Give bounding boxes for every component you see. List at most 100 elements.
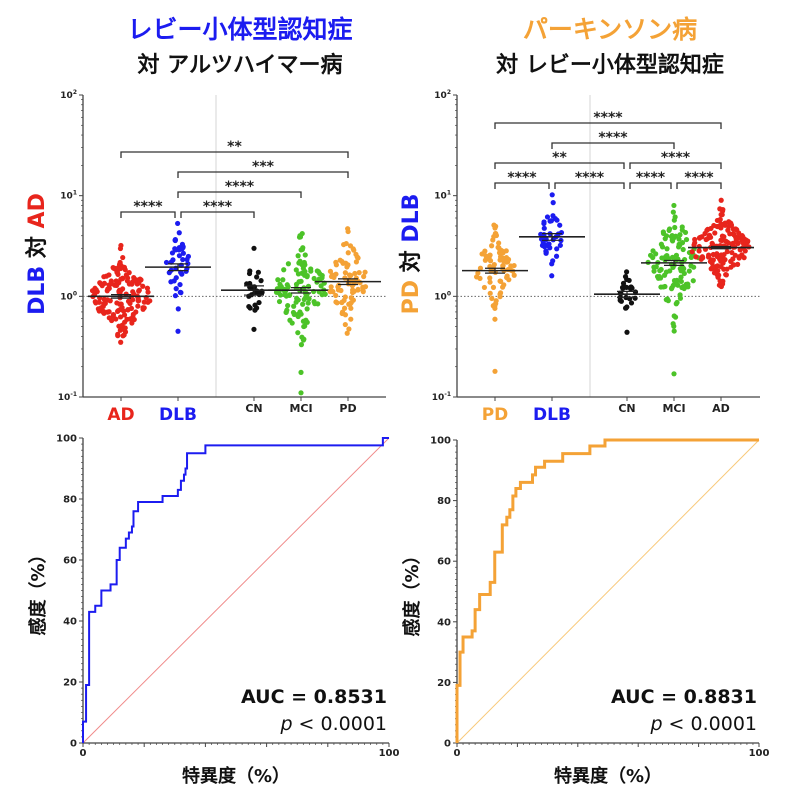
- data-point: [114, 300, 120, 306]
- tick-base: 10: [58, 393, 71, 403]
- data-point: [92, 299, 98, 305]
- data-point: [93, 287, 99, 293]
- data-point: [718, 212, 724, 218]
- reference-diagonal: [82, 437, 390, 744]
- data-point: [622, 305, 629, 311]
- significance-label: ****: [203, 199, 233, 215]
- data-point: [298, 342, 305, 348]
- data-point: [477, 275, 483, 282]
- data-point: [657, 268, 663, 274]
- group-label: DLB: [533, 405, 571, 425]
- y-tick-label: 20: [437, 678, 451, 689]
- data-point: [116, 289, 122, 295]
- data-point: [302, 262, 308, 268]
- data-point: [351, 247, 357, 253]
- data-point: [285, 302, 291, 309]
- data-point: [558, 230, 565, 236]
- significance-bracket: [551, 142, 675, 149]
- y-tick-label: 60: [63, 556, 77, 567]
- data-point: [315, 268, 321, 275]
- data-point: [492, 230, 498, 237]
- reference-diagonal: [456, 439, 760, 744]
- data-point: [144, 285, 151, 291]
- data-point: [719, 281, 726, 287]
- data-point: [254, 274, 260, 280]
- data-point: [487, 279, 493, 285]
- data-point: [342, 270, 348, 276]
- data-point: [121, 308, 127, 314]
- data-point: [492, 316, 498, 322]
- data-point: [622, 274, 629, 280]
- auc-label: AUC = 0.8531: [241, 686, 387, 708]
- data-point: [333, 262, 339, 268]
- data-point: [352, 270, 358, 277]
- y-tick-label: 40: [63, 617, 77, 628]
- data-point: [666, 227, 672, 233]
- significance-label: ***: [252, 159, 275, 175]
- data-point: [664, 246, 670, 252]
- tick-exponent: 2: [73, 89, 77, 96]
- data-point: [728, 221, 734, 227]
- y-axis-label-part: DLB: [399, 194, 424, 243]
- y-tick-label: 101: [60, 190, 77, 202]
- data-point: [334, 300, 340, 306]
- data-point: [662, 236, 668, 242]
- data-point: [496, 240, 502, 246]
- chart-title-line2: 対 レビー小体型認知症: [496, 52, 724, 78]
- tick-base: 10: [434, 292, 447, 302]
- data-point: [650, 254, 656, 261]
- data-point: [114, 269, 120, 275]
- data-point: [728, 264, 734, 270]
- group-points-PD: [474, 222, 517, 374]
- data-point: [490, 303, 496, 309]
- y-tick-label: 20: [63, 678, 77, 689]
- data-point: [285, 261, 291, 267]
- data-point: [504, 259, 510, 265]
- significance-bracket: [629, 162, 722, 169]
- data-point: [496, 245, 502, 251]
- data-point: [117, 245, 124, 252]
- data-point: [120, 326, 126, 332]
- data-point: [295, 297, 301, 303]
- data-point: [360, 289, 366, 295]
- data-point: [477, 265, 484, 271]
- data-point: [689, 249, 695, 255]
- significance-label: ****: [598, 130, 628, 146]
- data-point: [730, 256, 736, 262]
- data-point: [106, 309, 112, 315]
- data-point: [708, 225, 714, 232]
- y-axis-label-part: 対: [25, 228, 50, 265]
- significance-label: ****: [225, 179, 255, 195]
- p-symbol: p: [649, 713, 662, 735]
- data-point: [740, 233, 746, 240]
- tick-exponent: 0: [73, 290, 77, 297]
- data-point: [487, 252, 493, 258]
- data-point: [343, 260, 349, 266]
- group-label: AD: [712, 402, 730, 415]
- data-point: [674, 277, 680, 284]
- data-point: [172, 293, 179, 299]
- data-point: [109, 317, 115, 324]
- group-points-MCI: [273, 230, 328, 396]
- significance-bracket: [120, 151, 349, 158]
- data-point: [344, 330, 350, 336]
- group-label: CN: [245, 402, 262, 415]
- data-point: [665, 298, 671, 304]
- data-point: [333, 292, 339, 299]
- data-point: [345, 228, 351, 235]
- data-point: [346, 326, 352, 332]
- data-point: [487, 275, 493, 281]
- data-point: [335, 284, 341, 290]
- data-point: [717, 256, 723, 262]
- data-point: [490, 237, 496, 243]
- tick-exponent: -1: [444, 391, 451, 398]
- data-point: [127, 316, 133, 322]
- group-label: MCI: [662, 402, 685, 415]
- p-value: < 0.0001: [663, 713, 757, 735]
- significance-label: ****: [684, 170, 714, 186]
- y-tick-label: 0: [444, 739, 451, 750]
- data-point: [671, 328, 677, 334]
- data-point: [276, 298, 283, 305]
- data-point: [680, 283, 686, 290]
